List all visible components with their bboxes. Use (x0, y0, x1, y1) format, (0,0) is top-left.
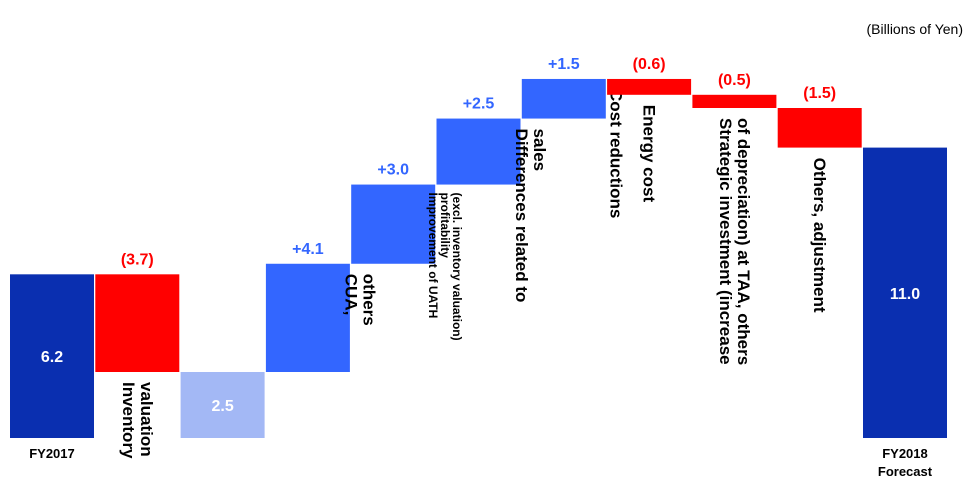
value-label-10: 11.0 (890, 286, 920, 303)
category-label-1-0: Inventory (119, 382, 138, 459)
category-label-7-0: Energy cost (640, 105, 659, 203)
bar-6 (521, 78, 606, 119)
value-label-1: (3.7) (121, 251, 154, 268)
category-label-5-1: sales (530, 129, 549, 172)
category-label-0-0: FY2017 (29, 446, 75, 461)
category-label-4-0: Improvement of UATH (426, 193, 440, 319)
bar-4 (351, 184, 436, 264)
category-label-4-1: profitability (438, 193, 452, 259)
bar-7 (607, 78, 692, 95)
value-label-6: +1.5 (548, 56, 580, 73)
value-label-7: (0.6) (633, 56, 666, 73)
bar-5 (436, 118, 521, 185)
value-label-0: 6.2 (41, 349, 63, 366)
category-label-8-0: Strategic investment (increase (716, 118, 735, 365)
bar-8 (692, 94, 777, 108)
bar-9 (777, 108, 862, 148)
value-label-2: 2.5 (211, 398, 233, 415)
value-label-4: +3.0 (377, 162, 409, 179)
category-label-9-0: Others, adjustment (810, 158, 829, 313)
category-label-3-0: CUA, (341, 274, 360, 316)
value-label-3: +4.1 (292, 241, 324, 258)
bar-10 (863, 147, 947, 438)
category-label-6-0: Cost reductions (606, 89, 625, 218)
category-label-8-1: of depreciation) at TAA, others (734, 118, 753, 365)
category-label-3-1: others (359, 274, 378, 326)
bar-3 (265, 263, 350, 372)
unit-label: (Billions of Yen) (866, 21, 963, 37)
value-label-9: (1.5) (803, 85, 836, 102)
value-label-8: (0.5) (718, 72, 751, 89)
category-label-10-0: FY2018 (882, 446, 928, 461)
bar-2 (180, 372, 265, 438)
category-label-5-0: Differences related to (512, 129, 531, 303)
value-label-5: +2.5 (463, 96, 495, 113)
bar-1 (95, 274, 180, 372)
bar-0 (10, 274, 94, 438)
category-label-1-1: valuation (137, 382, 156, 457)
category-label-10-1: Forecast (878, 464, 933, 479)
category-label-4-2: (excl. inventory valuation) (450, 193, 464, 341)
